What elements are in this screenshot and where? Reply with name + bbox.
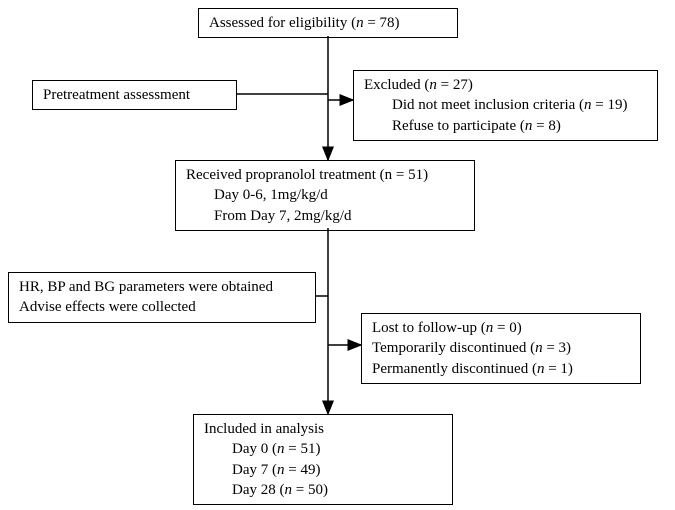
- received-l2: Day 0-6, 1mg/kg/d: [186, 185, 464, 205]
- excluded-l3s: = 8): [532, 118, 560, 134]
- n-var: n: [429, 77, 437, 93]
- lost-l1p: Lost to follow-up (: [372, 320, 486, 336]
- hrbp-l2: Advise effects were collected: [19, 297, 305, 317]
- n-var: n: [584, 97, 592, 113]
- included-l4p: Day 28 (: [232, 482, 285, 498]
- assessed-n: = 78): [364, 15, 400, 31]
- node-excluded: Excluded (n = 27) Did not meet inclusion…: [353, 70, 658, 141]
- node-lost: Lost to follow-up ( n = 0) Temporarily di…: [361, 313, 641, 384]
- hrbp-l1: HR, BP and BG parameters were obtained: [19, 277, 305, 297]
- excluded-l1p: Excluded (: [364, 77, 429, 93]
- node-hrbp: HR, BP and BG parameters were obtained A…: [8, 272, 316, 323]
- included-l3s: = 49): [285, 462, 321, 478]
- node-assessed: Assessed for eligibility (n = 78): [198, 8, 458, 38]
- excluded-l3p: Refuse to participate (: [392, 118, 525, 134]
- excluded-l1s: = 27): [437, 77, 473, 93]
- n-var: n: [285, 482, 293, 498]
- pretreatment-text: Pretreatment assessment: [43, 87, 190, 103]
- lost-l2s: = 3): [543, 340, 571, 356]
- included-l2p: Day 0 (: [232, 441, 277, 457]
- received-l1: Received propranolol treatment (n = 51): [186, 165, 464, 185]
- assessed-text: Assessed for eligibility (: [209, 15, 356, 31]
- included-l1: Included in analysis: [204, 419, 442, 439]
- node-received: Received propranolol treatment (n = 51) …: [175, 160, 475, 231]
- n-var: n: [277, 441, 285, 457]
- included-l3p: Day 7 (: [232, 462, 277, 478]
- n-var: n: [277, 462, 285, 478]
- received-l3: From Day 7, 2mg/kg/d: [186, 206, 464, 226]
- lost-l2p: Temporarily discontinued (: [372, 340, 535, 356]
- lost-l3p: Permanently discontinued (: [372, 361, 537, 377]
- n-var: n: [356, 15, 364, 31]
- included-l4s: = 50): [292, 482, 328, 498]
- lost-l1s: = 0): [493, 320, 521, 336]
- excluded-l2s: = 19): [592, 97, 628, 113]
- excluded-l2p: Did not meet inclusion criteria (: [392, 97, 584, 113]
- node-pretreatment: Pretreatment assessment: [32, 80, 237, 110]
- lost-l3s: = 1): [544, 361, 572, 377]
- node-included: Included in analysis Day 0 (n = 51) Day …: [193, 414, 453, 505]
- included-l2s: = 51): [285, 441, 321, 457]
- n-var: n: [535, 340, 543, 356]
